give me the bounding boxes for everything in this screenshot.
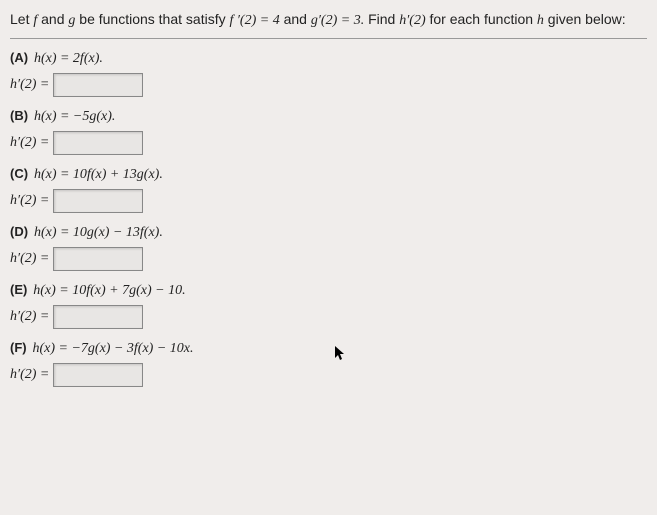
prompt-text: and [41, 11, 68, 27]
prompt-g: g [68, 13, 75, 28]
part-expression: h(x) = 10f(x) + 13g(x). [34, 167, 163, 182]
prompt-fprime: f ′(2) = 4 [229, 13, 279, 28]
part-expression: h(x) = −7g(x) − 3f(x) − 10x. [33, 341, 194, 356]
part-b-input[interactable] [53, 131, 143, 155]
part-label: (A) [10, 50, 28, 65]
part-f-definition: (F) h(x) = −7g(x) − 3f(x) − 10x. [10, 339, 647, 357]
part-label: (C) [10, 166, 28, 181]
part-a-input[interactable] [53, 73, 143, 97]
part-c-input[interactable] [53, 189, 143, 213]
prompt-h: h [537, 13, 544, 28]
part-d-input[interactable] [53, 247, 143, 271]
prompt-text: Find [368, 11, 399, 27]
answer-label: h′(2) = [10, 135, 49, 151]
part-e-input[interactable] [53, 305, 143, 329]
part-expression: h(x) = 2f(x). [34, 51, 103, 66]
part-e-answer-line: h′(2) = [10, 305, 647, 329]
part-label: (F) [10, 340, 27, 355]
answer-label: h′(2) = [10, 77, 49, 93]
part-label: (B) [10, 108, 28, 123]
part-d-definition: (D) h(x) = 10g(x) − 13f(x). [10, 223, 647, 241]
part-c-answer-line: h′(2) = [10, 189, 647, 213]
part-label: (E) [10, 282, 27, 297]
prompt-hprime: h′(2) [399, 13, 425, 28]
prompt-text: and [284, 11, 311, 27]
part-label: (D) [10, 224, 28, 239]
part-expression: h(x) = −5g(x). [34, 109, 115, 124]
answer-label: h′(2) = [10, 367, 49, 383]
problem-prompt: Let f and g be functions that satisfy f … [10, 8, 647, 39]
part-a-answer-line: h′(2) = [10, 73, 647, 97]
part-a-definition: (A) h(x) = 2f(x). [10, 49, 647, 67]
part-b-definition: (B) h(x) = −5g(x). [10, 107, 647, 125]
answer-label: h′(2) = [10, 251, 49, 267]
prompt-text: be functions that satisfy [79, 11, 229, 27]
prompt-text: for each function [430, 11, 537, 27]
part-expression: h(x) = 10g(x) − 13f(x). [34, 225, 163, 240]
part-e-definition: (E) h(x) = 10f(x) + 7g(x) − 10. [10, 281, 647, 299]
answer-label: h′(2) = [10, 309, 49, 325]
part-f-input[interactable] [53, 363, 143, 387]
part-d-answer-line: h′(2) = [10, 247, 647, 271]
part-f-answer-line: h′(2) = [10, 363, 647, 387]
prompt-text: given below: [548, 11, 626, 27]
part-b-answer-line: h′(2) = [10, 131, 647, 155]
prompt-gprime: g′(2) = 3. [311, 13, 364, 28]
answer-label: h′(2) = [10, 193, 49, 209]
part-c-definition: (C) h(x) = 10f(x) + 13g(x). [10, 165, 647, 183]
prompt-text: Let [10, 11, 33, 27]
prompt-f: f [33, 13, 37, 28]
part-expression: h(x) = 10f(x) + 7g(x) − 10. [33, 283, 185, 298]
